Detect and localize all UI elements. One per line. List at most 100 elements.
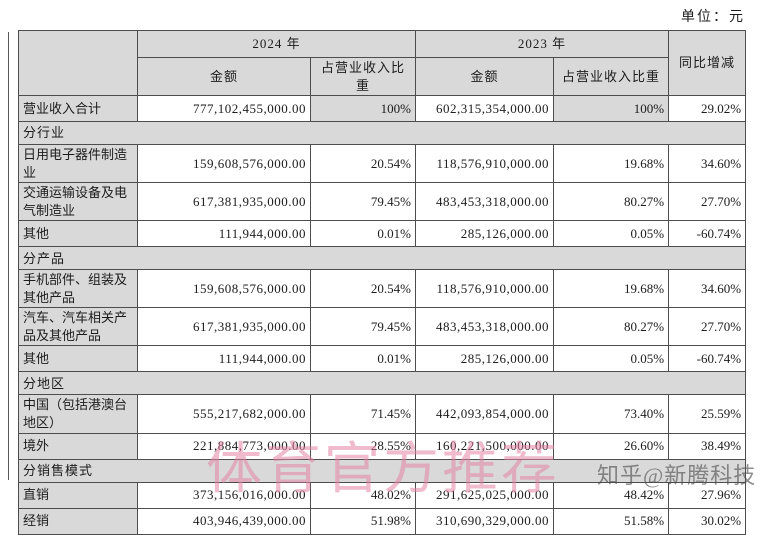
table-row: 交通运输设备及电气制造业 617,381,935,000.00 79.45% 483,…: [18, 182, 747, 222]
yoy-cell: -60.74%: [668, 220, 747, 248]
section-row: 分行业: [17, 121, 747, 146]
table-row: 其他 111,944,000.00 0.01% 285,126,000.00 0.05%…: [18, 345, 747, 373]
unit-label: 单位：元: [681, 10, 745, 25]
row-label: 营业收入合计: [18, 95, 138, 123]
amount-2024-cell: 373,156,016,000.00: [137, 481, 311, 509]
amount-2024-header: 金额: [137, 56, 311, 97]
pct-2023-cell: 80.27%: [553, 307, 670, 347]
year-2024-header: 2024 年: [136, 30, 417, 58]
row-label: 中国（包括港澳台地区）: [18, 394, 138, 434]
pct-2023-cell: 0.05%: [553, 220, 670, 248]
table-row: 直销 373,156,016,000.00 48.02% 291,625,025,00…: [18, 481, 747, 509]
table-row: 手机部件、组装及其他产品 159,608,576,000.00 20.54% 118,…: [18, 269, 747, 309]
header-row-columns: 金额 占营业收入比重 金额 占营业收入比重: [19, 56, 746, 97]
section-label: 分行业: [17, 121, 747, 146]
row-label: 直销: [18, 481, 138, 509]
yoy-cell: 25.59%: [668, 394, 747, 434]
page-left-border: [8, 32, 9, 480]
pct-2024-cell: 28.55%: [309, 432, 417, 460]
amount-2024-cell: 159,608,576,000.00: [137, 269, 311, 309]
pct-2023-cell: 73.40%: [553, 394, 670, 434]
pct-2024-header: 占营业收入比重: [309, 56, 417, 97]
pct-2023-header: 占营业收入比重: [553, 56, 670, 97]
section-row: 分销售模式: [17, 458, 747, 483]
row-label: 经销: [18, 507, 138, 535]
amount-2024-cell: 111,944,000.00: [137, 345, 311, 373]
row-label: 其他: [18, 345, 138, 373]
amount-2024-cell: 403,946,439,000.00: [137, 507, 311, 535]
amount-2023-cell: 483,453,318,000.00: [415, 182, 555, 222]
yoy-cell: 27.70%: [668, 182, 747, 222]
amount-2023-cell: 291,625,025,000.00: [415, 481, 555, 509]
pct-2024-cell: 51.98%: [309, 507, 417, 535]
amount-2024-cell: 617,381,935,000.00: [137, 307, 311, 347]
amount-2023-cell: 285,126,000.00: [415, 345, 555, 373]
pct-2024-cell: 79.45%: [309, 307, 417, 347]
year-2023-header: 2023 年: [415, 30, 670, 58]
pct-2024-cell: 20.54%: [309, 144, 417, 184]
revenue-breakdown-table: 2024 年 2023 年 同比增减 金额 占营业收入比重 金额 占营业收入比重…: [17, 29, 747, 535]
pct-2023-cell: 19.68%: [553, 144, 670, 184]
amount-2023-cell: 602,315,354,000.00: [415, 95, 555, 123]
pct-2023-cell: 51.58%: [553, 507, 670, 535]
table-row: 中国（包括港澳台地区） 555,217,682,000.00 71.45% 442,0…: [18, 394, 747, 434]
amount-2023-cell: 483,453,318,000.00: [415, 307, 555, 347]
corner-cell: [18, 29, 138, 97]
pct-2024-cell: 0.01%: [309, 345, 417, 373]
amount-2023-cell: 118,576,910,000.00: [415, 144, 555, 184]
yoy-cell: 29.02%: [668, 95, 747, 123]
amount-2023-header: 金额: [415, 56, 555, 97]
amount-2024-cell: 617,381,935,000.00: [137, 182, 311, 222]
amount-2023-cell: 285,126,000.00: [415, 220, 555, 248]
yoy-header: 同比增减: [668, 29, 747, 97]
row-label: 手机部件、组装及其他产品: [18, 269, 138, 309]
pct-2023-cell: 48.42%: [553, 481, 670, 509]
amount-2024-cell: 777,102,455,000.00: [137, 95, 311, 123]
pct-2024-cell: 71.45%: [309, 394, 417, 434]
pct-2024-cell: 79.45%: [309, 182, 417, 222]
amount-2024-cell: 111,944,000.00: [137, 220, 311, 248]
row-label: 交通运输设备及电气制造业: [18, 182, 138, 222]
yoy-cell: 38.49%: [668, 432, 747, 460]
table-header: 2024 年 2023 年 同比增减 金额 占营业收入比重 金额 占营业收入比重: [18, 29, 747, 97]
amount-2023-cell: 118,576,910,000.00: [415, 269, 555, 309]
pct-2024-cell: 0.01%: [309, 220, 417, 248]
pct-2023-cell: 19.68%: [553, 269, 670, 309]
amount-2024-cell: 159,608,576,000.00: [137, 144, 311, 184]
row-label: 汽车、汽车相关产品及其他产品: [18, 307, 138, 347]
yoy-cell: 34.60%: [668, 269, 747, 309]
section-label: 分地区: [17, 371, 747, 396]
table-row: 境外 221,884,773,000.00 28.55% 160,221,500,00…: [18, 432, 747, 460]
amount-2024-cell: 555,217,682,000.00: [137, 394, 311, 434]
table-row: 经销 403,946,439,000.00 51.98% 310,690,329,00…: [18, 507, 747, 535]
yoy-cell: 27.70%: [668, 307, 747, 347]
yoy-cell: 27.96%: [668, 481, 747, 509]
amount-2024-cell: 221,884,773,000.00: [137, 432, 311, 460]
row-label: 其他: [18, 220, 138, 248]
amount-2023-cell: 310,690,329,000.00: [415, 507, 555, 535]
header-row-years: 2024 年 2023 年 同比增减: [18, 29, 747, 97]
row-label: 日用电子器件制造业: [18, 144, 138, 184]
amount-2023-cell: 442,093,854,000.00: [415, 394, 555, 434]
pct-2023-cell: 26.60%: [553, 432, 670, 460]
section-row: 分产品: [17, 246, 747, 271]
pct-2023-cell: 100%: [553, 95, 670, 123]
pct-2023-cell: 0.05%: [553, 345, 670, 373]
table-row: 汽车、汽车相关产品及其他产品 617,381,935,000.00 79.45% 48…: [18, 307, 747, 347]
table-body: 营业收入合计 777,102,455,000.00 100% 602,315,354,…: [17, 95, 747, 535]
section-label: 分销售模式: [17, 458, 747, 483]
table-row: 其他 111,944,000.00 0.01% 285,126,000.00 0.05%…: [18, 220, 747, 248]
pct-2024-cell: 100%: [309, 95, 417, 123]
table-row: 日用电子器件制造业 159,608,576,000.00 20.54% 118,576…: [18, 144, 747, 184]
yoy-cell: 30.02%: [668, 507, 747, 535]
yoy-cell: -60.74%: [668, 345, 747, 373]
row-label: 境外: [18, 432, 138, 460]
pct-2024-cell: 20.54%: [309, 269, 417, 309]
yoy-cell: 34.60%: [668, 144, 747, 184]
amount-2023-cell: 160,221,500,000.00: [415, 432, 555, 460]
pct-2024-cell: 48.02%: [309, 481, 417, 509]
pct-2023-cell: 80.27%: [553, 182, 670, 222]
table-row: 营业收入合计 777,102,455,000.00 100% 602,315,354,…: [18, 95, 747, 123]
section-label: 分产品: [17, 246, 747, 271]
section-row: 分地区: [17, 371, 747, 396]
